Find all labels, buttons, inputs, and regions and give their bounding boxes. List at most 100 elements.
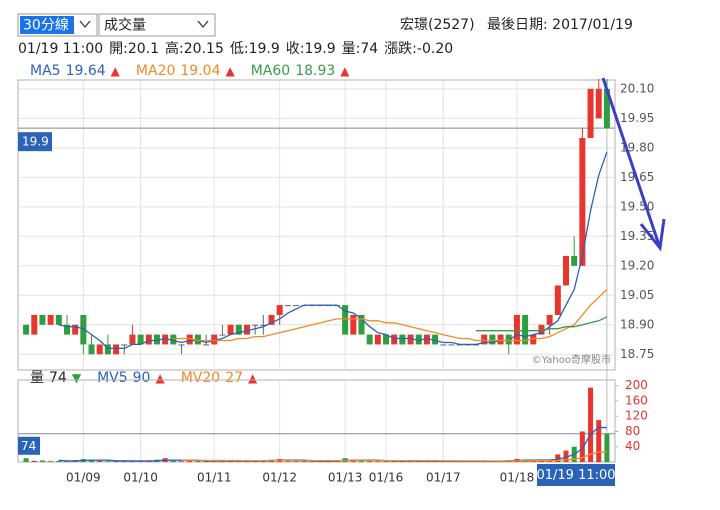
price-marker-label: 19.9 <box>22 135 49 149</box>
legend-name: MV20 <box>181 370 220 386</box>
candle-body <box>63 324 70 335</box>
volume-bar <box>293 461 299 462</box>
volume-bar <box>367 460 373 462</box>
candle-body <box>137 334 144 345</box>
candle-body <box>162 334 169 345</box>
y-tick-label: 19.20 <box>620 258 654 272</box>
volume-bar <box>596 420 602 462</box>
candle-body <box>96 344 103 355</box>
candle-body <box>293 305 300 307</box>
candle-body <box>440 344 447 346</box>
x-tick-label: 01/17 <box>426 471 461 485</box>
y-tick-label: 18.75 <box>620 347 654 361</box>
volume-bar <box>179 461 185 462</box>
candle-body <box>80 314 87 345</box>
x-tick-label: 01/13 <box>328 471 363 485</box>
candle-body <box>145 334 152 345</box>
quote-label: 低: <box>230 41 249 57</box>
watermark: ©Yahoo奇摩股市 <box>532 353 611 366</box>
volume-bar <box>244 461 250 462</box>
candle-body <box>219 334 226 336</box>
candle-body <box>399 334 406 345</box>
candle-body <box>415 334 422 345</box>
volume-bar <box>555 454 561 462</box>
x-tick-label: 01/12 <box>262 471 297 485</box>
candle-body <box>211 334 218 345</box>
legend-name: MA60 <box>251 63 290 79</box>
quote-value: -0.20 <box>417 41 453 57</box>
quote-label: 高: <box>165 40 184 57</box>
candle-body <box>276 305 283 315</box>
price-marker-box <box>18 132 52 152</box>
ma-line <box>173 288 608 342</box>
quote-value: 19.9 <box>249 41 280 57</box>
drawn-arrow <box>601 77 666 252</box>
y-tick-label: 160 <box>625 393 648 407</box>
arrow-shaft <box>601 77 662 249</box>
stock-name: 宏璟(2527) <box>400 17 475 33</box>
volume-bar <box>146 461 152 462</box>
volume-bar <box>187 460 193 462</box>
legend-name: MV5 <box>97 370 128 386</box>
candle-body <box>113 344 120 355</box>
cursor-label-box <box>537 464 615 486</box>
candle-body <box>579 138 586 266</box>
ma-line <box>58 151 608 350</box>
candle-body <box>448 344 455 346</box>
chevron <box>197 20 209 29</box>
volume-bar <box>203 461 209 462</box>
candle-body <box>31 314 38 335</box>
indicator-select[interactable] <box>98 13 216 37</box>
legend-value: 18.93 <box>295 63 335 79</box>
candle-body <box>72 324 79 335</box>
candle-body <box>342 305 349 335</box>
volume-bar <box>170 460 176 462</box>
quote-label: 量: <box>342 41 361 57</box>
volume-bar <box>588 387 594 462</box>
candle-body <box>358 314 365 335</box>
quote-value: 19.9 <box>304 41 335 57</box>
candle-body <box>194 334 201 345</box>
indicator-value: 成交量 <box>104 17 146 34</box>
volume-bar <box>56 460 62 462</box>
candle-body <box>284 305 291 307</box>
mv-line <box>181 451 607 462</box>
quote-line: 01/19 11:00 開:20.1 高:20.15 低:19.9 收:19.9 量:74… <box>18 40 453 57</box>
y-tick-label: 200 <box>625 378 648 392</box>
candle-body <box>23 324 30 335</box>
last-date: 最後日期: 2017/01/19 <box>487 17 633 33</box>
legend-name: MA20 <box>136 63 175 79</box>
volume-bar <box>23 458 29 462</box>
volume-marker-label: 74 <box>21 439 36 453</box>
candle-body <box>203 344 210 346</box>
quote-label: 收: <box>286 41 305 57</box>
x-tick-label: 01/16 <box>369 471 404 485</box>
x-tick-label: 01/18 <box>500 471 535 485</box>
legend-value: 74 <box>49 370 67 386</box>
candle-body <box>522 314 529 345</box>
candle-body <box>153 334 160 345</box>
y-tick-label: 18.90 <box>620 317 654 331</box>
candle-body <box>423 334 430 345</box>
candle-body <box>252 324 259 326</box>
cursor-label: 01/19 11:00 <box>536 468 615 483</box>
volume-bar <box>358 460 364 462</box>
y-tick-label: 19.05 <box>620 288 654 302</box>
candle-body <box>55 314 62 325</box>
candle-body <box>497 334 504 345</box>
volume-bar <box>383 460 389 462</box>
volume-bar <box>105 461 111 462</box>
quote-value: 20.15 <box>184 41 224 57</box>
legend-value: 27 <box>225 370 243 386</box>
legend-value: 90 <box>133 370 151 386</box>
legend-name: MA5 <box>30 63 61 79</box>
period-value: 30分線 <box>23 18 69 34</box>
ma-line <box>476 316 608 332</box>
chevron <box>79 20 91 29</box>
volume-bar <box>39 460 45 462</box>
candle-body <box>554 285 561 315</box>
candle-body <box>505 334 512 345</box>
candle-body <box>407 334 414 345</box>
quote-time: 01/19 11:00 <box>18 41 103 57</box>
legend-value: 19.04 <box>180 63 220 79</box>
